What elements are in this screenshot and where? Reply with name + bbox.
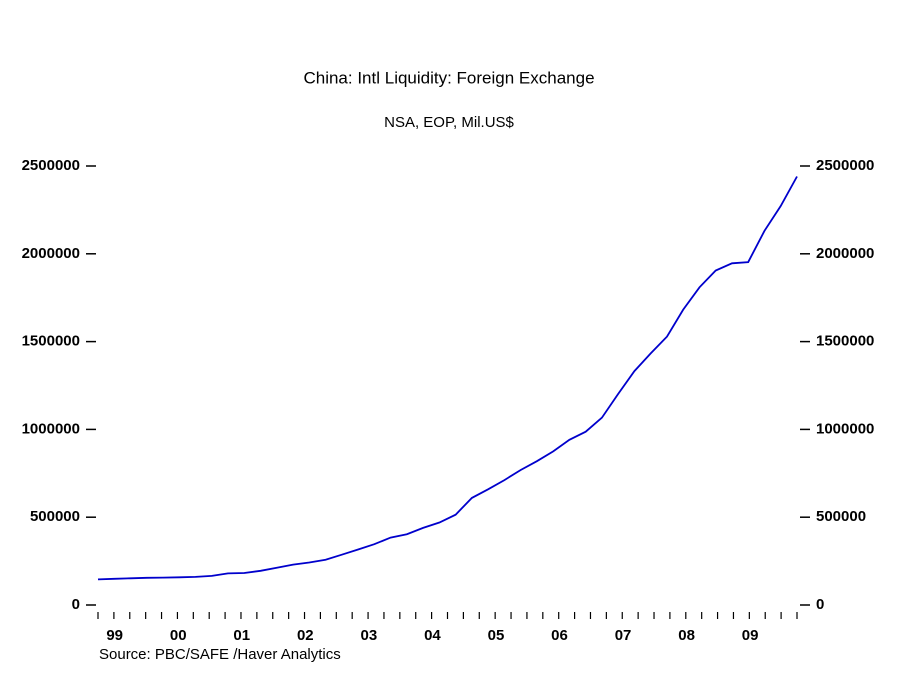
- y-tick-label: 1000000: [22, 420, 80, 437]
- x-tick-label: 04: [424, 627, 441, 644]
- chart-title: China: Intl Liquidity: Foreign Exchange: [303, 68, 594, 87]
- x-tick-label: 09: [742, 627, 759, 644]
- y2-tick-label: 0: [816, 596, 824, 613]
- y-tick-label: 2500000: [22, 157, 80, 174]
- x-tick-label: 02: [297, 627, 314, 644]
- x-tick-label: 99: [106, 627, 123, 644]
- y-tick-label: 1500000: [22, 333, 80, 350]
- y-tick-label: 500000: [30, 508, 80, 525]
- x-tick-label: 00: [170, 627, 187, 644]
- y2-tick-label: 2500000: [816, 157, 874, 174]
- y2-tick-label: 500000: [816, 508, 866, 525]
- data-line: [97, 176, 798, 581]
- x-tick-label: 05: [488, 627, 505, 644]
- x-tick-label: 08: [678, 627, 695, 644]
- chart-subtitle: NSA, EOP, Mil.US$: [384, 114, 514, 131]
- x-tick-label: 06: [551, 627, 568, 644]
- y2-tick-label: 1500000: [816, 333, 874, 350]
- x-tick-label: 03: [361, 627, 378, 644]
- x-tick-label: 01: [233, 627, 250, 644]
- y-tick-label: 2000000: [22, 245, 80, 262]
- source-note: Source: PBC/SAFE /Haver Analytics: [99, 646, 341, 663]
- y2-tick-label: 2000000: [816, 245, 874, 262]
- y2-tick-label: 1000000: [816, 420, 874, 437]
- x-tick-label: 07: [615, 627, 632, 644]
- y-tick-label: 0: [72, 596, 80, 613]
